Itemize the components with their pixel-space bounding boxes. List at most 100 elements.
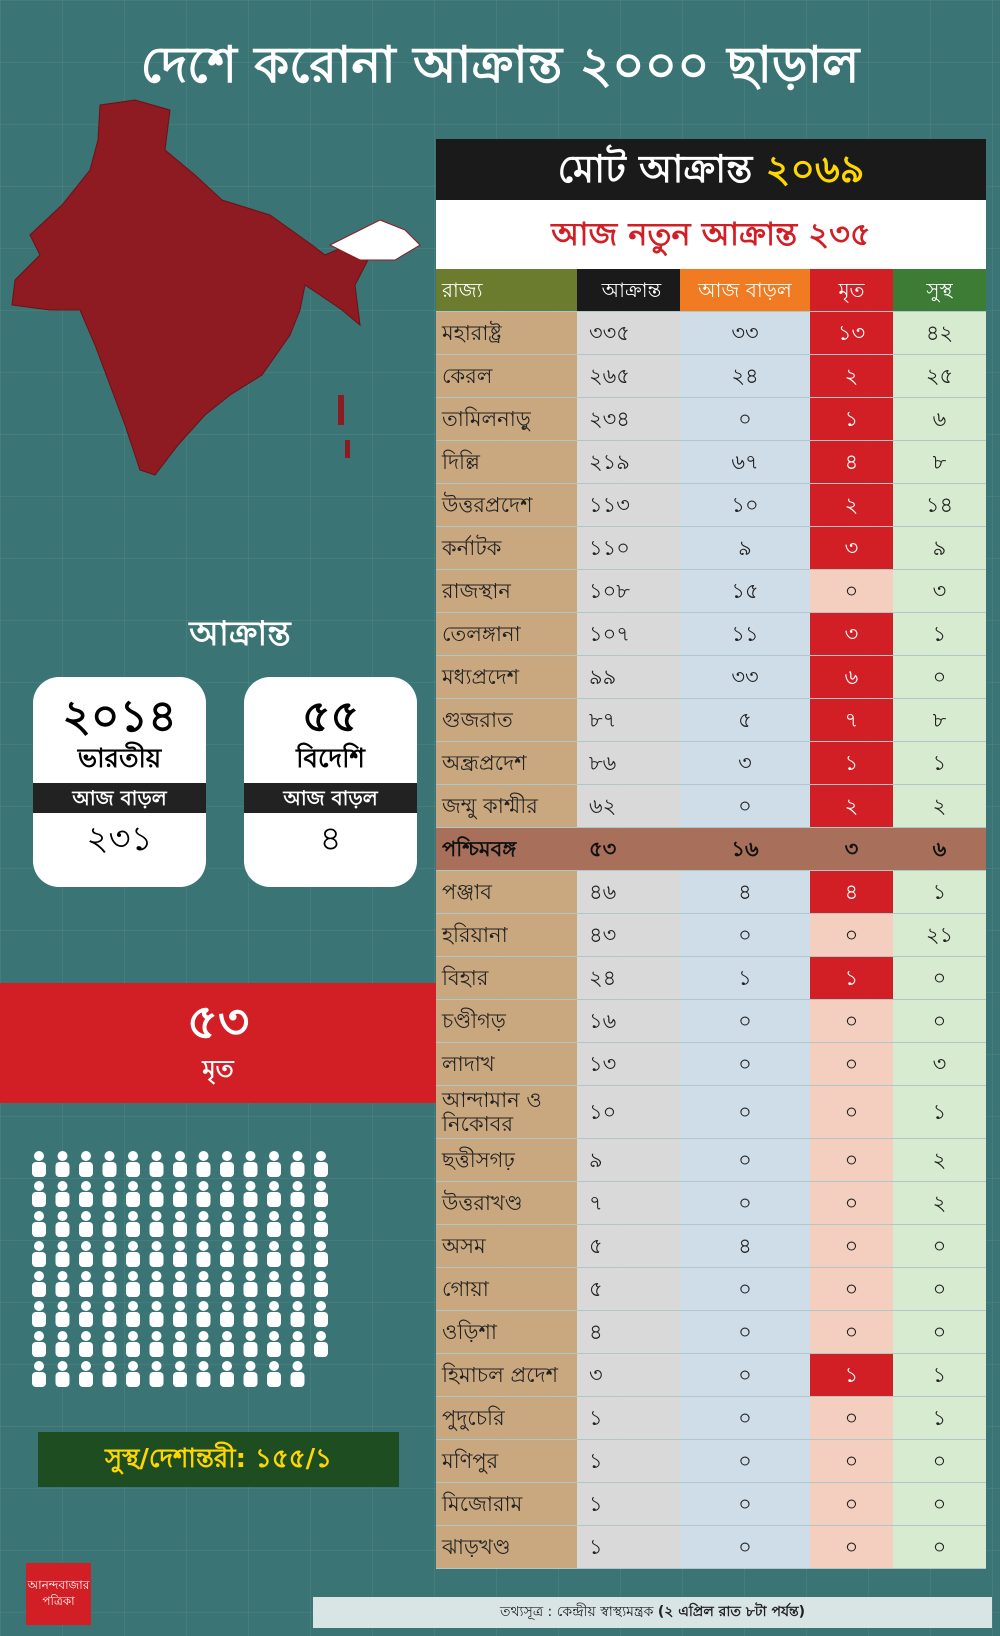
state-table: মোট আক্রান্ত ২০৬৯ আজ নতুন আক্রান্ত ২৩৫ র… [436, 139, 986, 1569]
person-icon [102, 1301, 117, 1327]
table-cell: ২৪ [577, 957, 680, 999]
person-icon [220, 1301, 234, 1327]
table-row: অসম ৫ ৪ ০ ০ [436, 1225, 986, 1268]
person-icon [196, 1211, 211, 1237]
person-icon [32, 1241, 46, 1267]
person-icon [149, 1301, 164, 1327]
table-row: মিজোরাম ১ ০ ০ ০ [436, 1483, 986, 1526]
table-cell: ১০ [577, 1086, 680, 1138]
person-icon [149, 1181, 164, 1207]
table-row: গোয়া ৫ ০ ০ ০ [436, 1268, 986, 1311]
table-cell: ৫৩ [577, 828, 680, 870]
person-icon [243, 1331, 258, 1357]
person-icon [314, 1151, 328, 1177]
table-cell: হরিয়ানা [436, 914, 577, 956]
table-cell: ০ [680, 398, 810, 440]
person-icon [55, 1301, 70, 1327]
table-cell: ০ [680, 1311, 810, 1353]
table-cell: ০ [893, 1225, 986, 1267]
deaths-number: ৫৩ [186, 994, 250, 1050]
person-icon [126, 1211, 140, 1237]
table-cell: ৪৩ [577, 914, 680, 956]
table-cell: ৩ [893, 1043, 986, 1085]
table-cell: ১ [577, 1483, 680, 1525]
table-cell: কর্নাটক [436, 527, 577, 569]
table-cell: ৪ [680, 1225, 810, 1267]
table-cell: ১ [893, 1086, 986, 1138]
table-cell: ০ [680, 1268, 810, 1310]
person-icon [55, 1211, 70, 1237]
table-cell: ১ [577, 1397, 680, 1439]
person-icon [102, 1331, 117, 1357]
card-sub-number: ২৩১ [86, 819, 153, 859]
table-row: রাজস্থান ১০৮ ১৫ ০ ৩ [436, 570, 986, 613]
table-cell: গুজরাত [436, 699, 577, 741]
table-cell: ০ [810, 1526, 893, 1568]
table-cell: ৮ [893, 441, 986, 483]
table-cell: ০ [680, 1086, 810, 1138]
table-cell: ১ [893, 613, 986, 655]
table-row: পশ্চিমবঙ্গ ৫৩ ১৬ ৩ ৬ [436, 828, 986, 871]
card-label: বিদেশি [296, 744, 365, 774]
person-icon [243, 1241, 258, 1267]
title: দেশে করোনা আক্রান্ত ২০০০ ছাড়াল [140, 36, 860, 94]
person-icon [173, 1361, 187, 1387]
person-icon [173, 1211, 187, 1237]
person-icon [314, 1301, 328, 1327]
table-cell: ১০৭ [577, 613, 680, 655]
table-row: ঝাড়খণ্ড ১ ০ ০ ০ [436, 1526, 986, 1569]
person-icon [126, 1331, 140, 1357]
table-cell: ১ [810, 957, 893, 999]
person-icon [126, 1181, 140, 1207]
table-cell: ৬ [893, 398, 986, 440]
person-icon [314, 1271, 328, 1297]
table-cell: ৮৭ [577, 699, 680, 741]
table-row: পঞ্জাব ৪৬ ৪ ৪ ১ [436, 871, 986, 914]
person-icon [79, 1361, 93, 1387]
person-icon [267, 1361, 281, 1387]
person-icon [243, 1271, 258, 1297]
table-row: লাদাখ ১৩ ০ ০ ৩ [436, 1043, 986, 1086]
table-cell: ১ [893, 1397, 986, 1439]
table-cell: মণিপুর [436, 1440, 577, 1482]
table-cell: ২৪ [680, 355, 810, 397]
person-icon [267, 1301, 281, 1327]
person-icon [196, 1301, 211, 1327]
person-icon [32, 1271, 46, 1297]
person-icon [243, 1181, 258, 1207]
table-cell: ৩ [810, 527, 893, 569]
person-icon [102, 1271, 117, 1297]
table-cell: মধ্যপ্রদেশ [436, 656, 577, 698]
table-cell: বিহার [436, 957, 577, 999]
map-islands [338, 395, 350, 458]
person-icon [220, 1241, 234, 1267]
table-cell: ৩ [893, 570, 986, 612]
table-row: উত্তরপ্রদেশ ১১৩ ১০ ২ ১৪ [436, 484, 986, 527]
table-cell: ২৫ [893, 355, 986, 397]
table-cell: ০ [810, 1311, 893, 1353]
table-cell: মহারাষ্ট্র [436, 312, 577, 354]
table-cell: ১ [810, 742, 893, 784]
table-cell: ৩ [810, 613, 893, 655]
table-row: হিমাচল প্রদেশ ৩ ০ ১ ১ [436, 1354, 986, 1397]
person-icon [267, 1331, 281, 1357]
person-icon [220, 1181, 234, 1207]
column-header: মৃত [810, 269, 893, 311]
table-cell: ০ [893, 656, 986, 698]
india-map [11, 99, 421, 476]
person-icon [32, 1181, 46, 1207]
table-row: মণিপুর ১ ০ ০ ০ [436, 1440, 986, 1483]
person-icon [102, 1211, 117, 1237]
table-cell: ৪৬ [577, 871, 680, 913]
table-cell: ০ [893, 1526, 986, 1568]
table-row: চণ্ডীগড় ১৬ ০ ০ ০ [436, 1000, 986, 1043]
person-icon [55, 1241, 70, 1267]
table-cell: ২ [893, 1139, 986, 1181]
table-cell: ছত্তীসগঢ় [436, 1139, 577, 1181]
table-cell: জম্মু কাশ্মীর [436, 785, 577, 827]
table-row: কেরল ২৬৫ ২৪ ২ ২৫ [436, 355, 986, 398]
table-cell: ০ [893, 957, 986, 999]
table-cell: ০ [810, 570, 893, 612]
person-icon [290, 1271, 305, 1297]
